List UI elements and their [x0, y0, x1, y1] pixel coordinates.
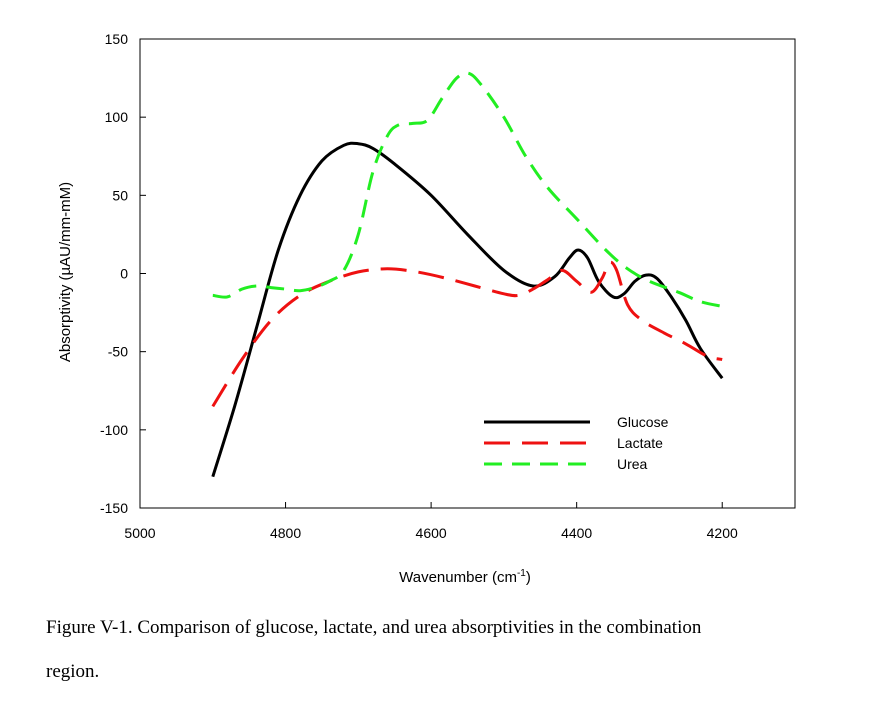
legend: Glucose Lactate Urea: [484, 414, 669, 472]
x-axis-title: Wavenumber (cm-1): [399, 568, 531, 586]
series-line-urea: [212, 71, 723, 308]
x-tick-label: 4600: [416, 525, 447, 541]
figure-caption: Figure V-1. Comparison of glucose, lacta…: [46, 606, 866, 694]
axes: 150 100 50 0 -50 -100 -150 5000 4800 4600 4400 4200: [100, 31, 796, 541]
legend-label-lactate: Lactate: [617, 435, 663, 451]
x-tick-label: 4800: [270, 525, 301, 541]
y-tick-label: 50: [112, 187, 128, 203]
x-tick-label: 5000: [124, 525, 155, 541]
plot-area: [211, 71, 724, 478]
chart: 150 100 50 0 -50 -100 -150 5000 4800 4600 4400 4200…: [57, 31, 796, 586]
y-tick-label: -100: [100, 422, 128, 438]
caption-line-1: Figure V-1. Comparison of glucose, lacta…: [46, 617, 702, 638]
x-tick-label: 4200: [707, 525, 738, 541]
y-tick-label: -150: [100, 500, 128, 516]
y-axis-title: Absorptivity (µAU/mm-mM): [57, 182, 74, 362]
y-tick-label: 100: [105, 109, 129, 125]
legend-label-glucose: Glucose: [617, 414, 669, 430]
series-line-lactate: [211, 260, 723, 408]
x-tick-label: 4400: [561, 525, 592, 541]
y-tick-label: 150: [105, 31, 129, 47]
plot-frame: [139, 38, 796, 509]
y-tick-label: 0: [120, 266, 128, 282]
y-tick-label: -50: [108, 344, 128, 360]
caption-line-2: region.: [46, 661, 100, 682]
legend-label-urea: Urea: [617, 456, 648, 472]
